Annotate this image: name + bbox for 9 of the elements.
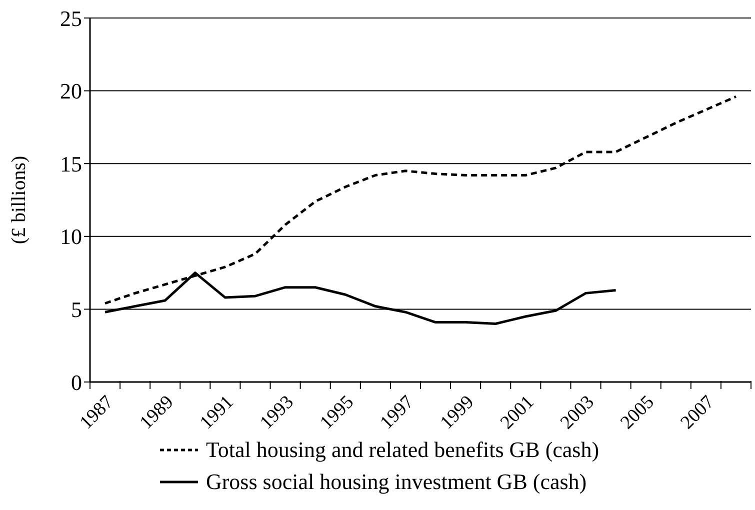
y-tick-label: 0 (71, 370, 82, 395)
y-tick-label: 10 (60, 224, 82, 250)
legend-label: Total housing and related benefits GB (cash) (206, 436, 600, 464)
y-tick-label: 15 (60, 151, 82, 176)
y-tick-label: 5 (71, 297, 82, 322)
legend-label: Gross social housing investment GB (cash) (206, 468, 587, 496)
y-tick-label: 20 (60, 78, 82, 104)
y-tick-label: 25 (60, 6, 82, 31)
y-axis-title: (£ billions) (8, 156, 30, 244)
